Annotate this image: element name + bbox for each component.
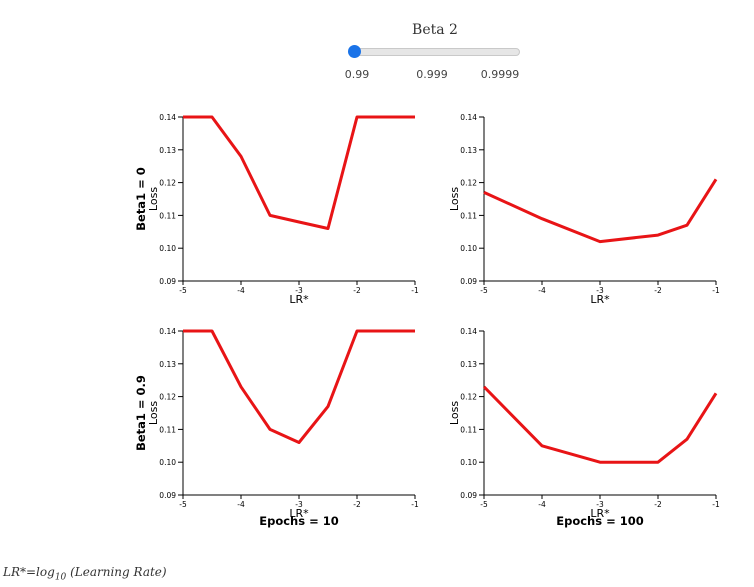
footnote: LR*=log10 (Learning Rate) [3,565,167,582]
slider-option-2[interactable]: 0.9999 [480,68,520,81]
y-tick-label: 0.12 [159,179,176,188]
series-line [183,329,415,444]
chart-panel-r1c0: 0.09 0.10 0.11 0.12 0.13 0.14 -5 -4 -3 -2 -1 LR* Los… [147,327,419,520]
x-tick-label: -3 [295,286,303,295]
x-tick-label: -2 [654,500,662,509]
x-tick-label: -1 [712,500,720,509]
y-tick-label: 0.09 [159,277,176,286]
x-axis-label: LR* [590,293,610,306]
chart-panel-r1c1: 0.09 0.10 0.11 0.12 0.13 0.14 -5 -4 -3 -2 -1 LR* Los… [448,327,720,520]
x-tick-label: -5 [179,286,187,295]
x-tick-label: -4 [538,286,546,295]
x-tick-label: -5 [480,500,488,509]
y-axis-label: Loss [448,187,461,211]
y-tick-label: 0.09 [460,491,477,500]
col-label-1: Epochs = 100 [556,514,644,528]
y-tick-label: 0.14 [159,327,176,336]
y-tick-label: 0.13 [460,360,477,369]
x-tick-label: -4 [538,500,546,509]
x-tick-label: -3 [596,286,604,295]
x-tick-label: -1 [411,286,419,295]
y-tick-label: 0.10 [159,244,176,253]
x-tick-label: -1 [712,286,720,295]
y-axis-label: Loss [448,401,461,425]
row-label-1: Beta1 = 0.9 [134,375,148,451]
loss-chart-grid: 0.09 0.10 0.11 0.12 0.13 0.14 -5 -4 -3 -2 -1 LR* Los… [134,113,720,528]
x-tick-label: -3 [596,500,604,509]
y-tick-label: 0.09 [460,277,477,286]
row-label-0: Beta1 = 0 [134,167,148,230]
col-label-0: Epochs = 10 [259,514,338,528]
chart-panel-r0c1: 0.09 0.10 0.11 0.12 0.13 0.14 -5 -4 -3 -2 -1 LR* Los… [448,113,720,306]
y-tick-label: 0.10 [159,458,176,467]
y-tick-label: 0.11 [460,211,477,220]
series-line [483,385,718,464]
x-tick-label: -5 [179,500,187,509]
slider-option-0[interactable]: 0.99 [344,68,370,81]
slider-title: Beta 2 [412,22,458,38]
slider-thumb[interactable] [348,45,361,58]
y-tick-label: 0.12 [460,179,477,188]
y-tick-label: 0.14 [159,113,176,122]
x-axis-label: LR* [289,293,309,306]
y-tick-label: 0.11 [460,425,477,434]
y-tick-label: 0.10 [460,244,477,253]
x-axis-label: LR* [590,507,610,520]
x-tick-label: -2 [654,286,662,295]
x-tick-label: -4 [237,500,245,509]
y-tick-label: 0.13 [460,146,477,155]
y-axis-label: Loss [147,401,160,425]
y-tick-label: 0.11 [159,211,176,220]
y-tick-label: 0.09 [159,491,176,500]
footnote-lhs: LR*=log [3,565,55,579]
y-tick-label: 0.13 [159,146,176,155]
chart-panel-r0c0: 0.09 0.10 0.11 0.12 0.13 0.14 -5 -4 -3 -2 -1 LR* Los… [147,113,419,306]
x-axis-label: LR* [289,507,309,520]
x-tick-label: -3 [295,500,303,509]
footnote-rhs: (Learning Rate) [66,565,167,579]
y-axis-label: Loss [147,187,160,211]
x-tick-label: -2 [353,286,361,295]
series-line [483,178,718,244]
slider-option-1[interactable]: 0.999 [416,68,448,81]
x-tick-label: -1 [411,500,419,509]
y-tick-label: 0.10 [460,458,477,467]
y-tick-label: 0.12 [460,393,477,402]
x-tick-label: -2 [353,500,361,509]
y-tick-label: 0.13 [159,360,176,369]
x-tick-label: -4 [237,286,245,295]
y-tick-label: 0.14 [460,327,477,336]
footnote-subscript: 10 [54,572,67,583]
y-tick-label: 0.11 [159,425,176,434]
x-tick-label: -5 [480,286,488,295]
y-tick-label: 0.12 [159,393,176,402]
y-tick-label: 0.14 [460,113,477,122]
series-line [183,115,415,230]
